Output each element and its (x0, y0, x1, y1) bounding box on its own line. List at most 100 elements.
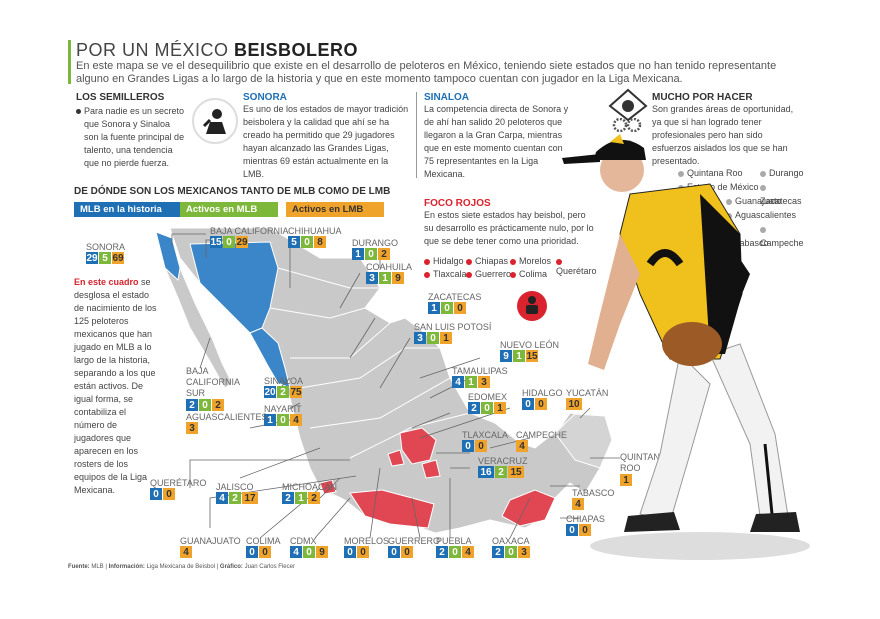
activos-mlb-count: 0 (277, 414, 289, 426)
gears-icon (612, 117, 642, 133)
mlb-count: 15 (210, 236, 222, 248)
mlb-count: 9 (500, 350, 512, 362)
activos-lmb-count: 3 (478, 376, 490, 388)
state-card: QUINTANA ROO 1 (620, 452, 666, 486)
mlb-count: 0 (388, 546, 400, 558)
sinaloa-text: La competencia directa de Sonora y de ah… (424, 104, 569, 179)
foco-state: Guerrero (475, 269, 512, 279)
activos-mlb-count: 1 (465, 376, 477, 388)
foco-text: En estos siete estados hay beisbol, pero… (424, 210, 594, 246)
state-name: CAMPECHE (516, 430, 568, 440)
mlb-count: 29 (86, 252, 98, 264)
semilleros-section: LOS SEMILLEROS Para nadie es un secreto … (76, 92, 186, 170)
activos-lmb-count: 0 (535, 398, 547, 410)
map-subhead: DE DÓNDE SON LOS MEXICANOS TANTO DE MLB … (74, 186, 391, 197)
foco-state: Morelos (519, 256, 552, 266)
activos-lmb-count: 1 (440, 332, 452, 344)
activos-lmb-count: 0 (475, 440, 487, 452)
credits-footer: Fuente: MLB | Información: Liga Mexicana… (68, 564, 295, 570)
state-name: ZACATECAS (428, 292, 482, 302)
state-card: SINALOA 20 2 75 (264, 376, 303, 398)
state-name: TABASCO (572, 488, 615, 498)
activos-lmb-count: 2 (378, 248, 390, 260)
mlb-count: 1 (352, 248, 364, 260)
state-name: MORELOS (344, 536, 390, 546)
mlb-count: 3 (414, 332, 426, 344)
mlb-count: 2 (468, 402, 480, 414)
state-card: GUANAJUATO 4 (180, 536, 241, 558)
mlb-count: 4 (290, 546, 302, 558)
state-name: CDMX (290, 536, 317, 546)
mlb-count: 0 (462, 440, 474, 452)
mucho-state: Durango (769, 168, 804, 178)
state-name: PUEBLA (436, 536, 472, 546)
mucho-info: MUCHO POR HACER Son grandes áreas de opo… (652, 92, 802, 168)
activos-mlb-count: 1 (513, 350, 525, 362)
activos-lmb-count: 29 (236, 236, 248, 248)
mucho-heading: MUCHO POR HACER (652, 92, 753, 103)
state-name: VERACRUZ (478, 456, 528, 466)
foco-state: Querétaro (556, 266, 597, 276)
activos-lmb-count: 0 (454, 302, 466, 314)
state-name: NUEVO LEÓN (500, 340, 560, 350)
activos-lmb-count: 9 (316, 546, 328, 558)
state-card: BAJA CALIFORNIA 15 0 29 (210, 226, 289, 248)
baseball-diamond-icon (608, 88, 648, 122)
state-card: TABASCO 4 (572, 488, 614, 510)
mlb-count: 0 (344, 546, 356, 558)
legend-activos-mlb: Activos en MLB (180, 202, 278, 217)
state-name: QUERÉTARO (150, 478, 207, 488)
mlb-count: 1 (264, 414, 276, 426)
divider-1 (416, 92, 417, 178)
activos-lmb-count: 15 (526, 350, 538, 362)
state-name: DURANGO (352, 238, 399, 248)
mexico-map (155, 228, 620, 539)
state-name: HIDALGO (522, 388, 563, 398)
activos-lmb-count: 0 (579, 524, 591, 536)
activos-lmb-count: 17 (242, 492, 258, 504)
mlb-count: 16 (478, 466, 494, 478)
activos-mlb-count: 0 (303, 546, 315, 558)
activos-lmb-count: 15 (508, 466, 524, 478)
mucho-state: Tabasco (735, 238, 769, 248)
activos-lmb-count: 4 (290, 414, 302, 426)
state-card: AGUASCALIENTES 3 (186, 412, 268, 434)
activos-lmb-count: 75 (290, 386, 302, 398)
red-alert-icon (516, 290, 548, 322)
activos-lmb-count: 4 (180, 546, 192, 558)
activos-lmb-count: 3 (186, 422, 198, 434)
state-name: SONORA (86, 242, 126, 252)
activos-mlb-count: 0 (365, 248, 377, 260)
mlb-count: 4 (216, 492, 228, 504)
activos-mlb-count: 0 (505, 546, 517, 558)
activos-lmb-count: 9 (392, 272, 404, 284)
activos-lmb-count: 4 (516, 440, 528, 452)
activos-mlb-count: 1 (379, 272, 391, 284)
state-name: QUINTANA ROO (620, 452, 666, 473)
player-icon (192, 98, 238, 144)
state-name: COLIMA (246, 536, 281, 546)
activos-lmb-count: 0 (357, 546, 369, 558)
state-card: YUCATÁN 10 (566, 388, 608, 410)
activos-lmb-count: 8 (314, 236, 326, 248)
state-name: CHIAPAS (566, 514, 605, 524)
state-name: SAN LUIS POTOSÍ (414, 322, 492, 332)
page-title: POR UN MÉXICO BEISBOLERO (76, 40, 359, 60)
state-card: JALISCO 4 2 17 (216, 482, 258, 504)
